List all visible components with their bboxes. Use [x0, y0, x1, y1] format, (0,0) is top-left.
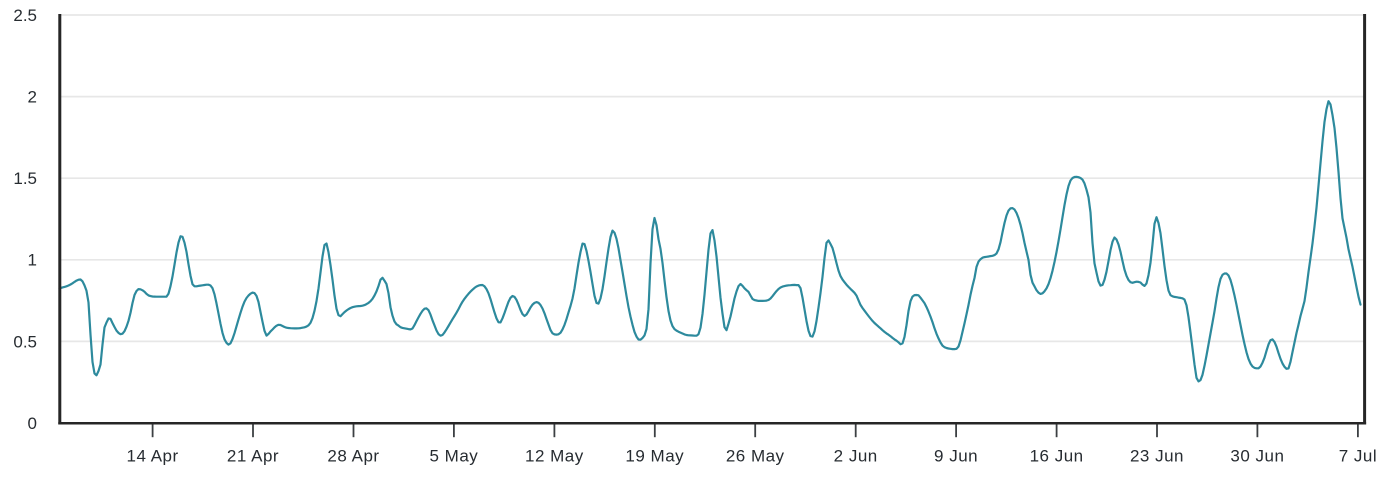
svg-text:19 May: 19 May [625, 447, 684, 466]
svg-text:9 Jun: 9 Jun [934, 447, 978, 466]
svg-text:21 Apr: 21 Apr [227, 447, 279, 466]
svg-text:1: 1 [28, 251, 37, 270]
svg-text:26 May: 26 May [726, 447, 785, 466]
svg-text:12 May: 12 May [525, 447, 584, 466]
svg-text:30 Jun: 30 Jun [1230, 447, 1284, 466]
svg-text:28 Apr: 28 Apr [327, 447, 379, 466]
svg-text:14 Apr: 14 Apr [127, 447, 179, 466]
svg-text:23 Jun: 23 Jun [1130, 447, 1184, 466]
svg-text:0.5: 0.5 [13, 332, 37, 351]
svg-text:2.5: 2.5 [13, 6, 37, 25]
svg-text:2: 2 [28, 88, 37, 107]
svg-text:5 May: 5 May [430, 447, 479, 466]
svg-text:0: 0 [28, 414, 37, 433]
svg-text:16 Jun: 16 Jun [1030, 447, 1084, 466]
svg-text:1.5: 1.5 [13, 169, 37, 188]
svg-text:7 Jul: 7 Jul [1339, 447, 1377, 466]
svg-text:2 Jun: 2 Jun [834, 447, 878, 466]
